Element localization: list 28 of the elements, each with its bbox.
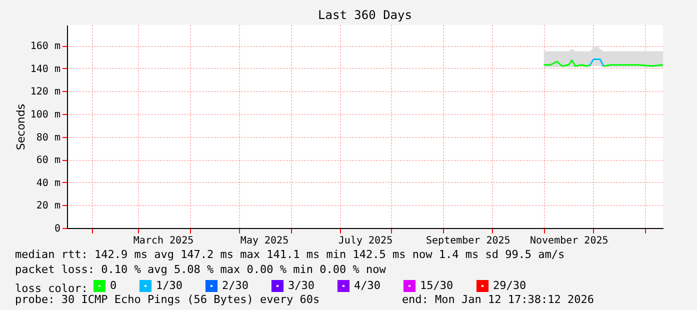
y-axis-title: Seconds: [14, 104, 28, 150]
x-tick-label: November 2025: [530, 236, 608, 246]
x-tick-label: March 2025: [133, 236, 194, 246]
text: median rtt: 142.9 ms avg 147.2 ms max 141.1 ms min 142.5 ms now 1.4 ms sd 99.5 am/s: [15, 248, 565, 261]
text: probe: 30 ICMP Echo Pings (56 Bytes) every 60s: [15, 293, 320, 306]
legend-label: 0: [110, 278, 117, 292]
text: packet loss: 0.10 % avg 5.08 % max 0.00 % min 0.00 % now: [15, 263, 386, 276]
y-tick-label: 40 m: [36, 178, 60, 189]
legend-label: 29/30: [493, 278, 526, 292]
legend-label: 2/30: [222, 278, 248, 292]
legend-title: loss color:: [15, 282, 88, 295]
y-tick-label: 80 m: [36, 132, 60, 144]
y-tick-label: 0: [54, 224, 60, 234]
y-tick-label: 140 m: [30, 64, 60, 75]
x-tick-label: May 2025: [240, 236, 289, 246]
y-tick-label: 120 m: [30, 86, 60, 98]
legend-label: 1/30: [156, 278, 182, 292]
legend-label: 4/30: [354, 278, 380, 292]
y-tick-label: 160 m: [30, 41, 60, 52]
x-tick-label: July 2025: [338, 236, 393, 246]
chart-title: Last 360 Days: [318, 8, 412, 22]
legend-label: 3/30: [288, 278, 314, 292]
y-tick-label: 100 m: [30, 109, 60, 120]
text: end: Mon Jan 12 17:38:12 2026: [402, 293, 594, 306]
y-tick-label: 60 m: [36, 155, 60, 166]
legend-label: 15/30: [420, 278, 454, 292]
y-tick-label: 20 m: [36, 200, 60, 212]
x-tick-label: September 2025: [426, 236, 510, 246]
